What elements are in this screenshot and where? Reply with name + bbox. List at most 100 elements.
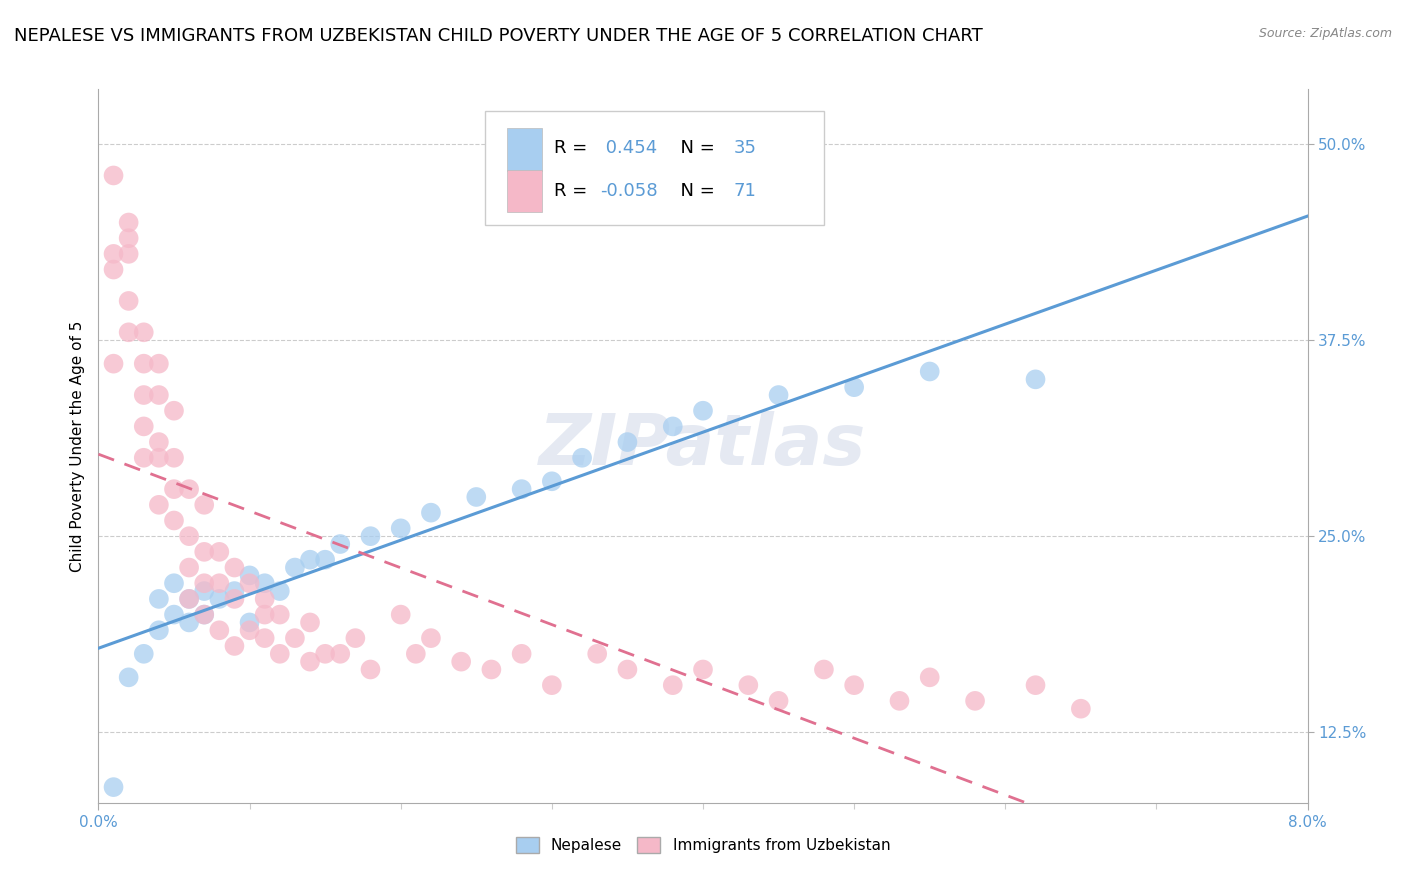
Point: [918, 670, 941, 684]
Text: R =: R =: [554, 139, 593, 157]
Point: [179, 529, 201, 543]
Text: R =: R =: [554, 182, 593, 200]
Point: [661, 678, 683, 692]
Point: [420, 506, 443, 520]
Point: [616, 663, 638, 677]
Point: [163, 482, 186, 496]
Point: [344, 631, 367, 645]
Point: [208, 591, 231, 606]
Point: [148, 624, 170, 638]
Point: [103, 247, 125, 261]
Point: [299, 615, 322, 630]
Point: [918, 364, 941, 378]
Point: [224, 591, 246, 606]
Point: [284, 631, 307, 645]
Point: [389, 607, 412, 622]
Point: [179, 591, 201, 606]
Point: [405, 647, 427, 661]
Point: [224, 560, 246, 574]
Point: [103, 169, 125, 183]
Point: [540, 475, 562, 489]
Point: [103, 262, 125, 277]
Point: [148, 498, 170, 512]
Point: [239, 615, 262, 630]
Point: [389, 521, 412, 535]
Point: [692, 663, 714, 677]
FancyBboxPatch shape: [508, 128, 543, 170]
Point: [118, 247, 141, 261]
Point: [239, 624, 262, 638]
Point: [179, 615, 201, 630]
Point: [737, 678, 759, 692]
Point: [844, 678, 866, 692]
Point: [179, 482, 201, 496]
Point: [269, 647, 291, 661]
Point: [284, 560, 307, 574]
Text: NEPALESE VS IMMIGRANTS FROM UZBEKISTAN CHILD POVERTY UNDER THE AGE OF 5 CORRELAT: NEPALESE VS IMMIGRANTS FROM UZBEKISTAN C…: [14, 27, 983, 45]
Point: [148, 357, 170, 371]
Text: N =: N =: [669, 182, 721, 200]
Text: N =: N =: [669, 139, 721, 157]
Point: [148, 450, 170, 465]
Legend: Nepalese, Immigrants from Uzbekistan: Nepalese, Immigrants from Uzbekistan: [509, 831, 897, 859]
Point: [253, 607, 276, 622]
Point: [1025, 372, 1047, 386]
Point: [208, 624, 231, 638]
FancyBboxPatch shape: [485, 111, 824, 225]
Point: [193, 545, 215, 559]
Point: [269, 584, 291, 599]
Point: [103, 357, 125, 371]
Point: [269, 607, 291, 622]
Point: [132, 357, 155, 371]
Point: [148, 591, 170, 606]
Text: -0.058: -0.058: [600, 182, 658, 200]
Point: [193, 584, 215, 599]
Point: [420, 631, 443, 645]
Point: [329, 647, 352, 661]
Point: [299, 552, 322, 566]
Point: [132, 450, 155, 465]
Point: [163, 450, 186, 465]
Text: 71: 71: [734, 182, 756, 200]
Point: [314, 552, 336, 566]
Text: Source: ZipAtlas.com: Source: ZipAtlas.com: [1258, 27, 1392, 40]
Point: [481, 663, 503, 677]
Point: [1025, 678, 1047, 692]
Point: [118, 215, 141, 229]
Point: [965, 694, 987, 708]
Point: [179, 560, 201, 574]
Point: [813, 663, 835, 677]
Point: [889, 694, 911, 708]
Point: [360, 529, 382, 543]
Point: [450, 655, 472, 669]
Point: [163, 403, 186, 417]
Point: [118, 231, 141, 245]
Point: [1070, 702, 1092, 716]
Point: [768, 694, 790, 708]
Point: [239, 576, 262, 591]
Point: [768, 388, 790, 402]
Point: [571, 450, 593, 465]
Point: [616, 435, 638, 450]
Point: [132, 419, 155, 434]
Y-axis label: Child Poverty Under the Age of 5: Child Poverty Under the Age of 5: [69, 320, 84, 572]
Point: [193, 576, 215, 591]
Point: [103, 780, 125, 794]
Point: [118, 293, 141, 308]
Point: [586, 647, 609, 661]
Text: 35: 35: [734, 139, 756, 157]
Point: [692, 403, 714, 417]
Point: [208, 545, 231, 559]
Point: [253, 631, 276, 645]
Point: [314, 647, 336, 661]
Point: [299, 655, 322, 669]
Point: [148, 435, 170, 450]
Text: ZIPatlas: ZIPatlas: [540, 411, 866, 481]
Point: [224, 584, 246, 599]
Point: [329, 537, 352, 551]
Point: [224, 639, 246, 653]
Point: [510, 482, 533, 496]
Point: [510, 647, 533, 661]
Point: [132, 326, 155, 340]
Point: [208, 576, 231, 591]
